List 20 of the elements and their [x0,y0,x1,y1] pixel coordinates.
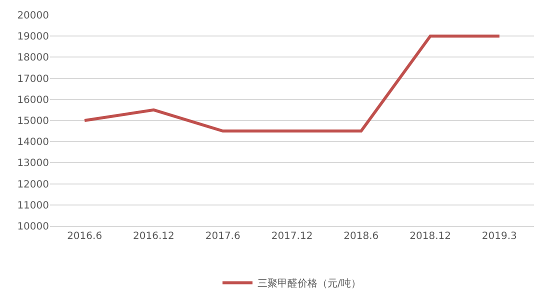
legend-label: 三聚甲醛价格（元/吨） [258,278,361,290]
y-tick-label: 14000 [17,137,49,148]
x-tick-label: 2016.6 [67,231,102,242]
y-tick-label: 20000 [17,10,49,22]
y-tick-label: 12000 [17,179,49,190]
x-tick-label: 2018.6 [344,231,379,242]
y-tick-label: 18000 [17,52,49,64]
y-tick-label: 13000 [17,158,49,170]
y-tick-label: 10000 [17,222,49,232]
y-tick-label: 16000 [17,94,49,106]
line-series [83,34,501,133]
x-tick-label: 2017.6 [205,231,240,242]
y-tick-label: 19000 [17,32,49,43]
y-tick-label: 11000 [17,200,49,212]
x-tick-label: 2018.12 [410,231,451,242]
x-tick-label: 2016.12 [133,231,174,242]
x-tick-label: 2017.12 [271,231,313,242]
y-tick-label: 17000 [17,74,49,85]
y-tick-label: 15000 [17,116,49,127]
x-tick-label: 2019.3 [482,231,517,242]
